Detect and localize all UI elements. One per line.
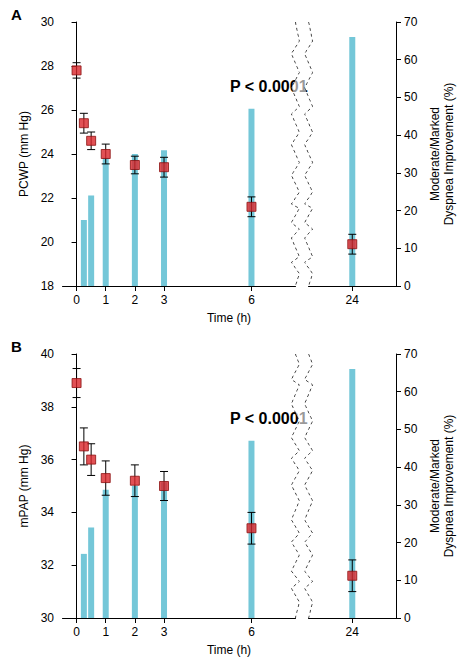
svg-text:3: 3	[161, 293, 168, 307]
svg-text:mPAP (mm Hg): mPAP (mm Hg)	[17, 445, 31, 528]
svg-text:28: 28	[41, 59, 55, 73]
svg-text:38: 38	[41, 400, 55, 414]
svg-text:30: 30	[404, 498, 418, 512]
svg-text:Dyspnea Improvement (%): Dyspnea Improvement (%)	[442, 415, 456, 558]
svg-text:20: 20	[404, 536, 418, 550]
svg-text:34: 34	[41, 505, 55, 519]
svg-text:Time (h): Time (h)	[207, 311, 251, 325]
svg-text:Moderate/Marked: Moderate/Marked	[428, 107, 442, 201]
svg-text:50: 50	[404, 90, 418, 104]
svg-text:40: 40	[41, 347, 55, 361]
svg-text:P < 0.0001: P < 0.0001	[230, 409, 308, 427]
svg-text:A: A	[11, 6, 22, 23]
svg-text:20: 20	[404, 204, 418, 218]
svg-text:18: 18	[41, 279, 55, 293]
svg-text:36: 36	[41, 453, 55, 467]
svg-text:70: 70	[404, 15, 418, 29]
svg-text:10: 10	[404, 241, 418, 255]
svg-text:0: 0	[404, 611, 411, 625]
svg-text:3: 3	[161, 625, 168, 639]
svg-text:22: 22	[41, 191, 55, 205]
svg-text:6: 6	[248, 293, 255, 307]
svg-text:30: 30	[41, 15, 55, 29]
svg-text:26: 26	[41, 103, 55, 117]
svg-text:B: B	[11, 338, 22, 355]
svg-text:32: 32	[41, 558, 55, 572]
svg-text:20: 20	[41, 235, 55, 249]
svg-text:Moderate/Marked: Moderate/Marked	[428, 439, 442, 533]
svg-text:6: 6	[248, 625, 255, 639]
svg-text:40: 40	[404, 460, 418, 474]
svg-text:2: 2	[132, 625, 139, 639]
svg-text:10: 10	[404, 573, 418, 587]
svg-text:40: 40	[404, 128, 418, 142]
svg-text:24: 24	[346, 625, 360, 639]
svg-text:PCWP (mm Hg): PCWP (mm Hg)	[17, 111, 31, 197]
svg-text:0: 0	[404, 279, 411, 293]
svg-text:0: 0	[73, 293, 80, 307]
svg-text:1: 1	[102, 625, 109, 639]
svg-text:70: 70	[404, 347, 418, 361]
svg-text:60: 60	[404, 53, 418, 67]
svg-text:Dyspnea Improvement (%): Dyspnea Improvement (%)	[442, 83, 456, 226]
svg-text:50: 50	[404, 422, 418, 436]
svg-text:1: 1	[102, 293, 109, 307]
svg-text:30: 30	[404, 166, 418, 180]
svg-text:0: 0	[73, 625, 80, 639]
svg-text:30: 30	[41, 611, 55, 625]
svg-text:2: 2	[132, 293, 139, 307]
svg-text:Time (h): Time (h)	[207, 643, 251, 657]
svg-text:24: 24	[346, 293, 360, 307]
svg-text:24: 24	[41, 147, 55, 161]
svg-text:P < 0.0001: P < 0.0001	[230, 77, 308, 95]
svg-text:60: 60	[404, 385, 418, 399]
